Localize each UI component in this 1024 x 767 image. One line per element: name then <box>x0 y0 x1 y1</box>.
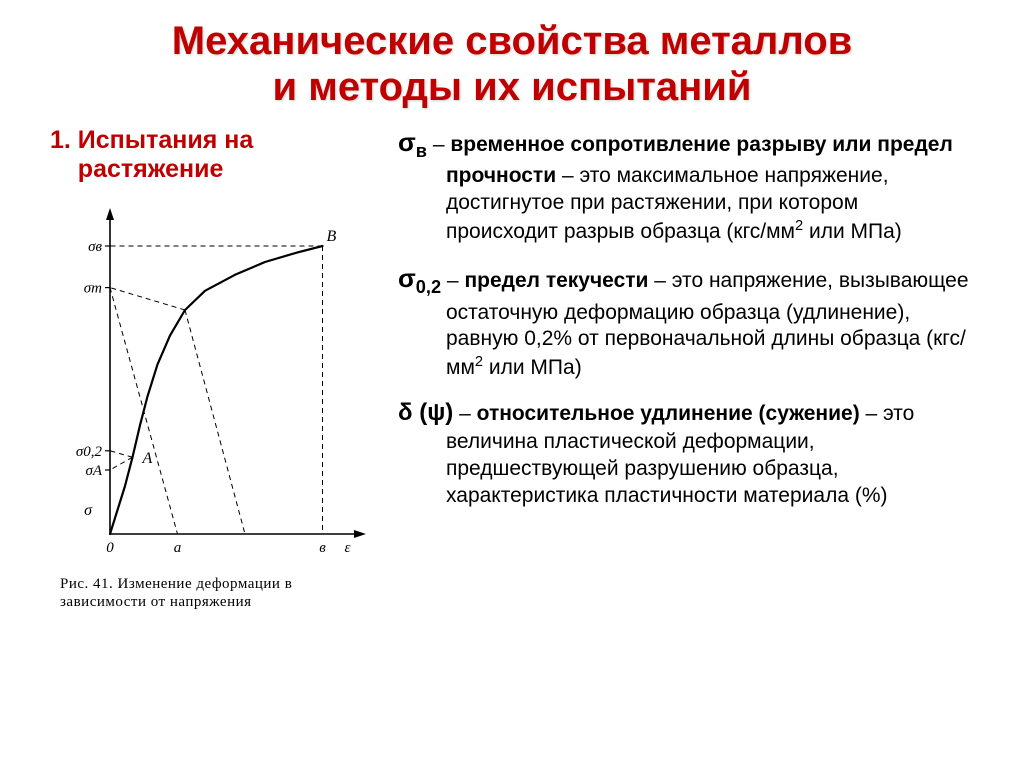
svg-text:A: A <box>142 450 153 467</box>
right-column: σв – временное сопротивление разрыву или… <box>398 126 974 612</box>
page-title: Механические свойства металлов и методы … <box>50 18 974 110</box>
section-heading: 1. Испытания на растяжение <box>50 126 380 184</box>
svg-text:σ0,2: σ0,2 <box>76 443 103 459</box>
symbol-delta-psi: δ (ψ) <box>398 399 453 426</box>
term-elongation: относительное удлинение (сужение) <box>477 402 860 425</box>
svg-text:0: 0 <box>106 540 114 556</box>
subhead-line-1: 1. Испытания на <box>50 126 253 154</box>
left-column: 1. Испытания на растяжение σв σт σ0,2 σА σ 0 а… <box>50 126 380 612</box>
svg-text:ε: ε <box>345 540 351 556</box>
title-line-2: и методы их испытаний <box>273 65 752 109</box>
svg-text:σв: σв <box>88 239 102 255</box>
term-yield-strength: предел текучести <box>464 269 648 292</box>
subhead-line-2: растяжение <box>78 155 224 183</box>
svg-text:а: а <box>174 540 182 556</box>
definition-delta-psi: δ (ψ) – относительное удлинение (сужение… <box>398 398 974 509</box>
diagram-container: σв σт σ0,2 σА σ 0 а в ε A B Рис. 41. Изменение деф… <box>50 204 380 613</box>
figure-caption: Рис. 41. Изменение деформации в зависимо… <box>50 575 380 613</box>
svg-text:в: в <box>319 540 326 556</box>
svg-text:σА: σА <box>85 463 102 479</box>
stress-strain-chart: σв σт σ0,2 σА σ 0 а в ε A B <box>60 204 370 564</box>
content-columns: 1. Испытания на растяжение σв σт σ0,2 σА σ 0 а… <box>50 126 974 612</box>
symbol-sigma-02: σ0,2 <box>398 263 441 293</box>
definition-sigma-02: σ0,2 – предел текучести – это напряжение… <box>398 262 974 382</box>
title-line-1: Механические свойства металлов <box>172 19 853 63</box>
definition-sigma-v: σв – временное сопротивление разрыву или… <box>398 126 974 246</box>
svg-text:σт: σт <box>84 280 102 296</box>
svg-text:σ: σ <box>84 501 93 518</box>
svg-text:B: B <box>327 228 337 245</box>
symbol-sigma-v: σв <box>398 127 427 157</box>
